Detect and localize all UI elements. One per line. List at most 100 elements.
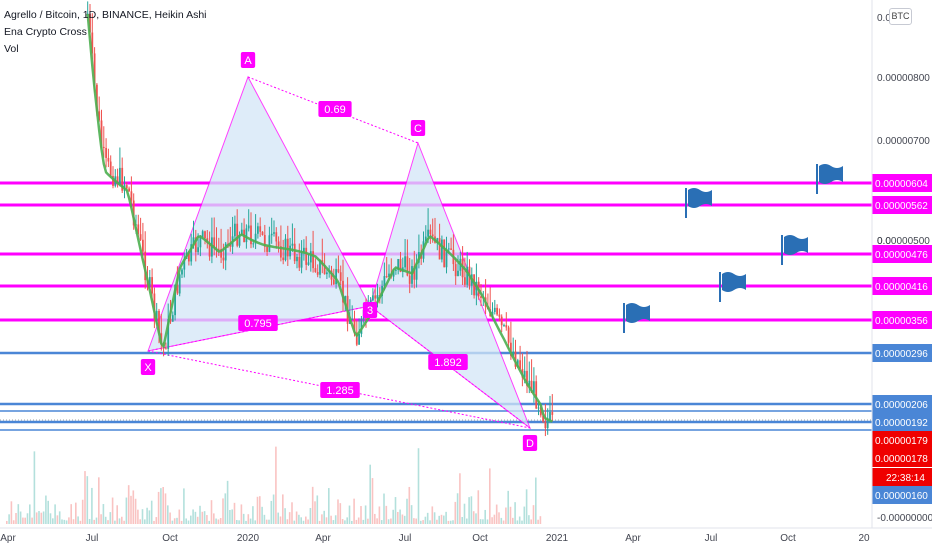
candle-body [339, 272, 342, 281]
volume-bar [509, 506, 512, 524]
volume-bar [49, 513, 52, 524]
volume-bar [406, 498, 408, 524]
candle-body [171, 315, 174, 322]
volume-bar [500, 517, 503, 524]
candlesticks [86, 1, 554, 437]
point-label-x-box [140, 359, 156, 375]
candle-body [289, 245, 291, 257]
candle-body [399, 258, 402, 272]
volume-bar [459, 473, 461, 524]
volume-bar [376, 518, 378, 524]
volume-bar [17, 504, 20, 524]
candle-body [546, 420, 549, 429]
volume-bar [516, 520, 519, 524]
volume-bar [512, 517, 514, 524]
y-tick-label: 0.00000800 [877, 73, 930, 84]
candle-body [475, 281, 478, 296]
volume-bar [489, 468, 491, 524]
volume-bar [311, 486, 314, 524]
candle-body [298, 256, 301, 268]
volume-bar [72, 519, 75, 524]
candle-body [178, 274, 181, 294]
volume-bar [210, 500, 213, 524]
candle-body [213, 237, 216, 249]
y-tick-label: -0.00000000 [877, 513, 932, 524]
candle-body [443, 239, 446, 268]
flag-markers [623, 164, 843, 333]
volume-bar [263, 514, 266, 524]
volume-bar [116, 505, 118, 524]
volume-bar [284, 508, 286, 524]
volume-bar [454, 501, 457, 524]
volume-bar [125, 497, 128, 524]
volume-bar [38, 511, 40, 524]
volume-bar [240, 504, 243, 524]
volume-bar [413, 518, 415, 524]
volume-bar [479, 519, 482, 524]
volume-bar [387, 519, 390, 524]
volume-bar [357, 517, 360, 524]
candle-body [197, 247, 199, 253]
volume-bar [422, 520, 424, 524]
candle-body [512, 351, 515, 356]
volume-bar [334, 515, 337, 524]
volume-bar [518, 516, 521, 524]
candle-body [496, 307, 498, 315]
flag-icon [722, 272, 746, 292]
candle-body [128, 188, 130, 192]
candle-body [500, 316, 503, 326]
volume-bar [58, 511, 61, 524]
volume-bar [378, 506, 381, 524]
volume-bar [107, 520, 109, 524]
volume-bar [461, 517, 463, 524]
volume-bar [224, 493, 227, 524]
volume-bar [316, 495, 319, 524]
point-label-c-box [410, 120, 426, 136]
volume-bar [201, 511, 204, 524]
volume-bar [440, 514, 443, 524]
x-tick-label: Apr [0, 533, 16, 544]
volume-bar [164, 493, 167, 524]
candle-body [316, 271, 319, 275]
candle-body [514, 351, 517, 367]
candle-body [121, 167, 124, 191]
candle-body [190, 244, 193, 262]
candle-body [100, 120, 103, 147]
volume-bar [265, 519, 268, 524]
candle-body [224, 243, 227, 261]
x-tick-label: 2021 [546, 533, 569, 544]
volume-bar [272, 494, 275, 524]
volume-bar [104, 516, 107, 524]
volume-bar [139, 519, 141, 524]
candle-body [424, 236, 427, 242]
volume-bar [270, 500, 273, 524]
candle-body [312, 251, 314, 269]
volume-bar [493, 514, 496, 524]
candle-body [498, 314, 501, 317]
volume-bar [185, 518, 187, 524]
volume-bar [8, 514, 10, 524]
y-tick-label: 0.00000500 [877, 236, 930, 247]
volume-bar [468, 497, 470, 524]
volume-bar [226, 480, 229, 524]
level-price-text: 0.00000296 [875, 349, 928, 360]
level-price-tag [872, 277, 932, 295]
candle-body [169, 319, 172, 322]
volume-bar [130, 495, 132, 524]
candle-body [192, 237, 195, 245]
currency-button[interactable]: BTC [889, 8, 912, 25]
volume-bar [231, 509, 233, 524]
volume-bar [88, 518, 91, 524]
candle-body [427, 229, 429, 237]
candle-body [137, 224, 140, 235]
volume-bar [443, 515, 445, 524]
level-price-tag [872, 174, 932, 192]
point-label-d: D [526, 438, 534, 450]
indicator-ena-crypto-cross[interactable]: Ena Crypto Cross [4, 26, 87, 38]
candle-body [404, 256, 406, 268]
indicator-volume[interactable]: Vol [4, 43, 19, 55]
point-label-c: C [414, 123, 422, 135]
volume-bar [56, 515, 59, 524]
